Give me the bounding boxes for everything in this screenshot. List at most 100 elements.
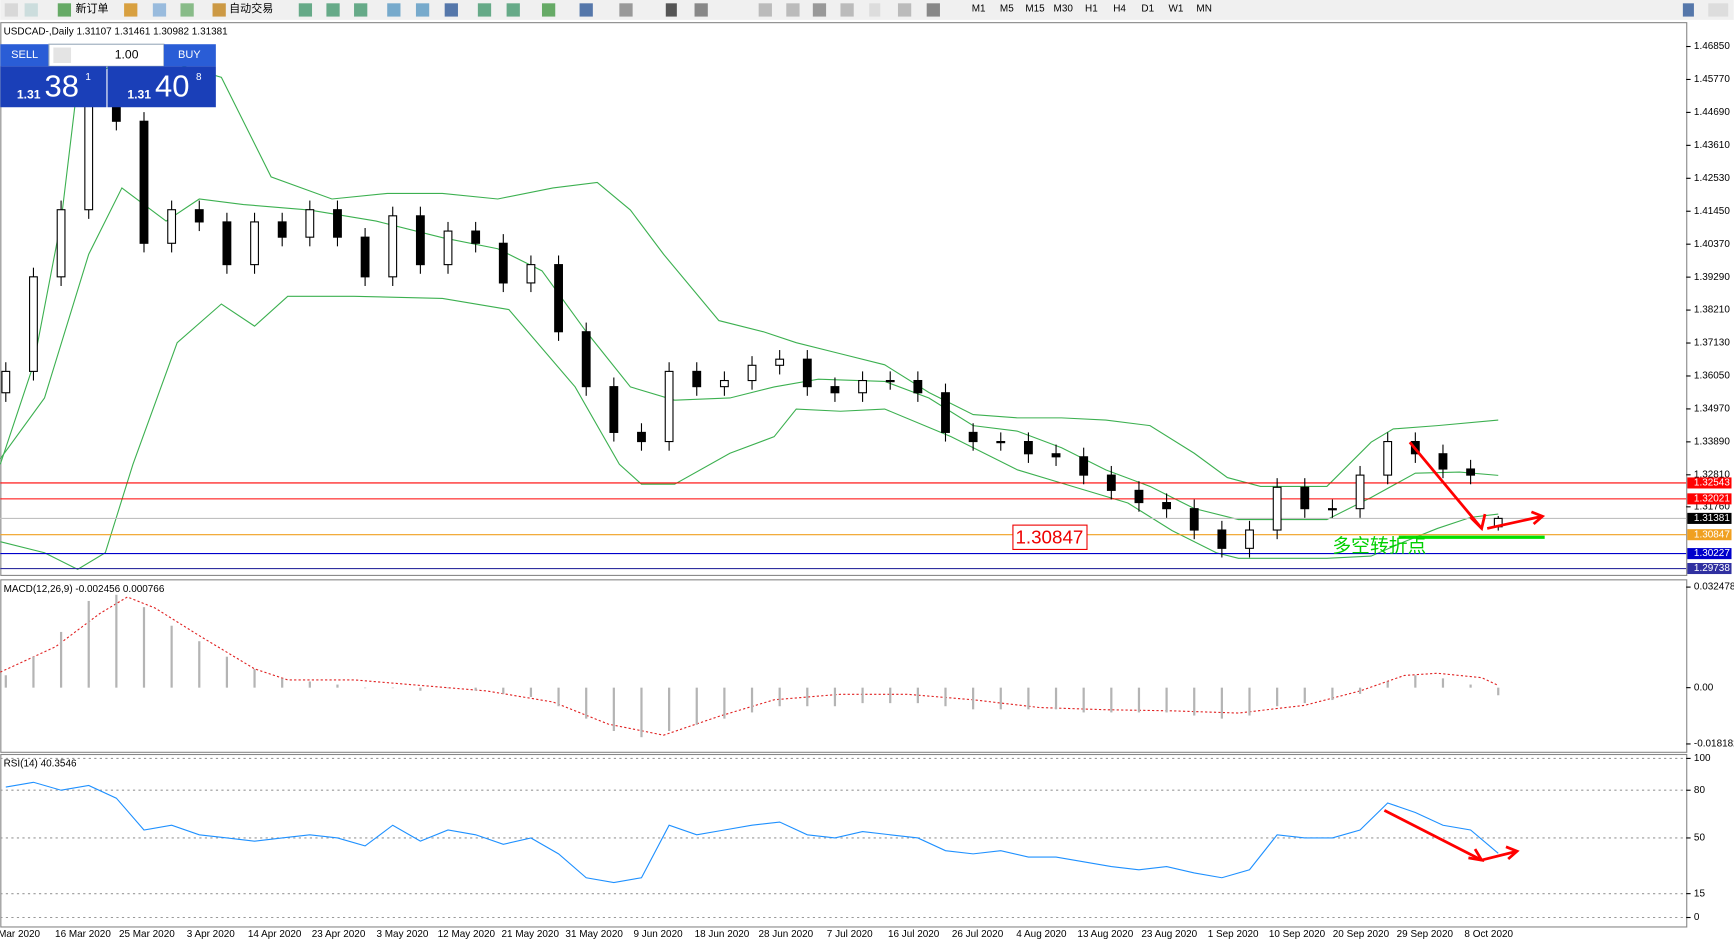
macd-bar [170, 625, 173, 688]
macd-bar [833, 687, 837, 707]
x-tick-label: 20 Sep 2020 [1333, 929, 1390, 940]
y-tick-label: 1.41450 [1694, 206, 1730, 217]
x-tick-label: Mar 2020 [0, 929, 41, 940]
y-tick-label: 1.42530 [1694, 173, 1730, 184]
y-tick-label: 1.39290 [1694, 272, 1730, 283]
y-tick-label: 50 [1694, 833, 1706, 844]
candle-body [1327, 508, 1337, 511]
lot-spinner[interactable] [53, 47, 72, 64]
candle-body [1300, 486, 1310, 510]
candle-body [637, 431, 646, 443]
macd-bar [861, 687, 864, 704]
x-tick-label: 25 Mar 2020 [119, 929, 175, 940]
candle-body [719, 379, 729, 388]
x-tick-label: 3 Apr 2020 [187, 929, 236, 940]
macd-bar [585, 687, 588, 719]
x-tick-label: 14 Apr 2020 [248, 929, 302, 940]
price-level-label: 1.30227 [1694, 548, 1730, 559]
buy-button-bg [163, 44, 216, 67]
macd-bar [1110, 687, 1113, 713]
candle-body [1245, 529, 1254, 549]
y-tick-label: 1.43610 [1694, 140, 1730, 151]
y-tick-label: 1.33890 [1694, 436, 1730, 447]
sell-button-bg [0, 44, 49, 67]
price-level-tag [1687, 493, 1732, 505]
macd-bar [1248, 687, 1251, 716]
x-tick-label: 23 Aug 2020 [1141, 929, 1197, 940]
price-level-tag [1687, 529, 1732, 541]
price-level-tag [1687, 512, 1732, 524]
timeframe-button[interactable]: H1 [1085, 3, 1098, 14]
x-tick-label: 1 Sep 2020 [1208, 929, 1259, 940]
panel-title: MACD(12,26,9) -0.002456 0.000766 [4, 584, 165, 595]
auto-trading-button[interactable]: 自动交易 [229, 1, 273, 15]
candle-body [747, 364, 757, 382]
y-tick-label: 1.44690 [1694, 107, 1730, 118]
timeframe-button[interactable]: H4 [1113, 3, 1126, 14]
macd-bar [1414, 675, 1417, 688]
sell-price-box[interactable] [0, 66, 107, 108]
x-tick-label: 16 Mar 2020 [55, 929, 111, 940]
macd-bar [640, 687, 643, 738]
price-panel [0, 22, 1688, 576]
x-tick-label: 28 Jun 2020 [758, 929, 813, 940]
timeframe-button[interactable]: D1 [1141, 3, 1154, 14]
candle-body [1134, 489, 1144, 504]
macd-bar [502, 687, 505, 694]
timeframe-button[interactable]: M30 [1054, 3, 1074, 14]
macd-bar [474, 687, 477, 691]
x-tick-label: 16 Jul 2020 [888, 929, 940, 940]
candle-body [333, 209, 342, 238]
x-tick-label: 26 Jul 2020 [952, 929, 1004, 940]
x-tick-label: 23 Apr 2020 [312, 929, 366, 940]
buy-price-point: 8 [196, 72, 202, 83]
macd-bar [1497, 687, 1500, 696]
sell-price-point: 1 [85, 72, 91, 83]
buy-price-pips: 40 [155, 69, 189, 104]
candle-body [609, 386, 619, 433]
candle-body [1023, 441, 1033, 455]
candle-body [1079, 456, 1089, 476]
candle-body [388, 215, 398, 278]
sell-button[interactable]: SELL [11, 49, 38, 61]
macd-bar [1303, 687, 1306, 704]
candle-body [1217, 529, 1227, 549]
y-tick-label: 1.46850 [1694, 41, 1730, 52]
lot-size[interactable]: 1.00 [115, 47, 139, 61]
plot-area: USDCAD-,Daily 1.31107 1.31461 1.30982 1.… [0, 27, 1734, 940]
timeframe-button[interactable]: M5 [1000, 3, 1014, 14]
macd-bar [1137, 687, 1141, 713]
timeframe-button[interactable]: MN [1196, 3, 1211, 14]
candle-body [1438, 453, 1448, 470]
y-tick-label: -0.018182 [1694, 739, 1734, 750]
x-tick-label: 10 Sep 2020 [1269, 929, 1326, 940]
buy-button[interactable]: BUY [178, 49, 201, 61]
macd-bar [723, 687, 726, 719]
macd-bar [557, 687, 560, 707]
timeframe-button[interactable]: M1 [972, 3, 986, 14]
y-tick-label: 0.00 [1694, 682, 1714, 693]
new-order-button[interactable]: 新订单 [75, 1, 108, 15]
candle-body [1355, 474, 1365, 510]
price-level-tag [1687, 477, 1732, 489]
timeframe-button[interactable]: M15 [1025, 3, 1045, 14]
timeframe-button[interactable]: W1 [1169, 3, 1184, 14]
candle-body [913, 379, 923, 394]
candle-body [554, 264, 563, 333]
candle-body [968, 431, 978, 443]
macd-bar [1082, 687, 1085, 713]
macd-bar [612, 687, 615, 732]
macd-bar [1331, 687, 1334, 701]
macd-bar [972, 687, 975, 710]
candle-body [1189, 508, 1199, 531]
y-tick-label: 100 [1694, 753, 1711, 764]
candle-body [692, 370, 702, 388]
y-tick-label: 1.31760 [1694, 501, 1730, 512]
candle-body [775, 358, 785, 366]
macd-bar [1386, 681, 1389, 688]
candle-body [1051, 453, 1061, 458]
candle-body [1106, 474, 1116, 491]
buy-price-box[interactable] [107, 66, 216, 108]
candle-body [167, 209, 177, 244]
price-level-tag [1687, 562, 1732, 575]
